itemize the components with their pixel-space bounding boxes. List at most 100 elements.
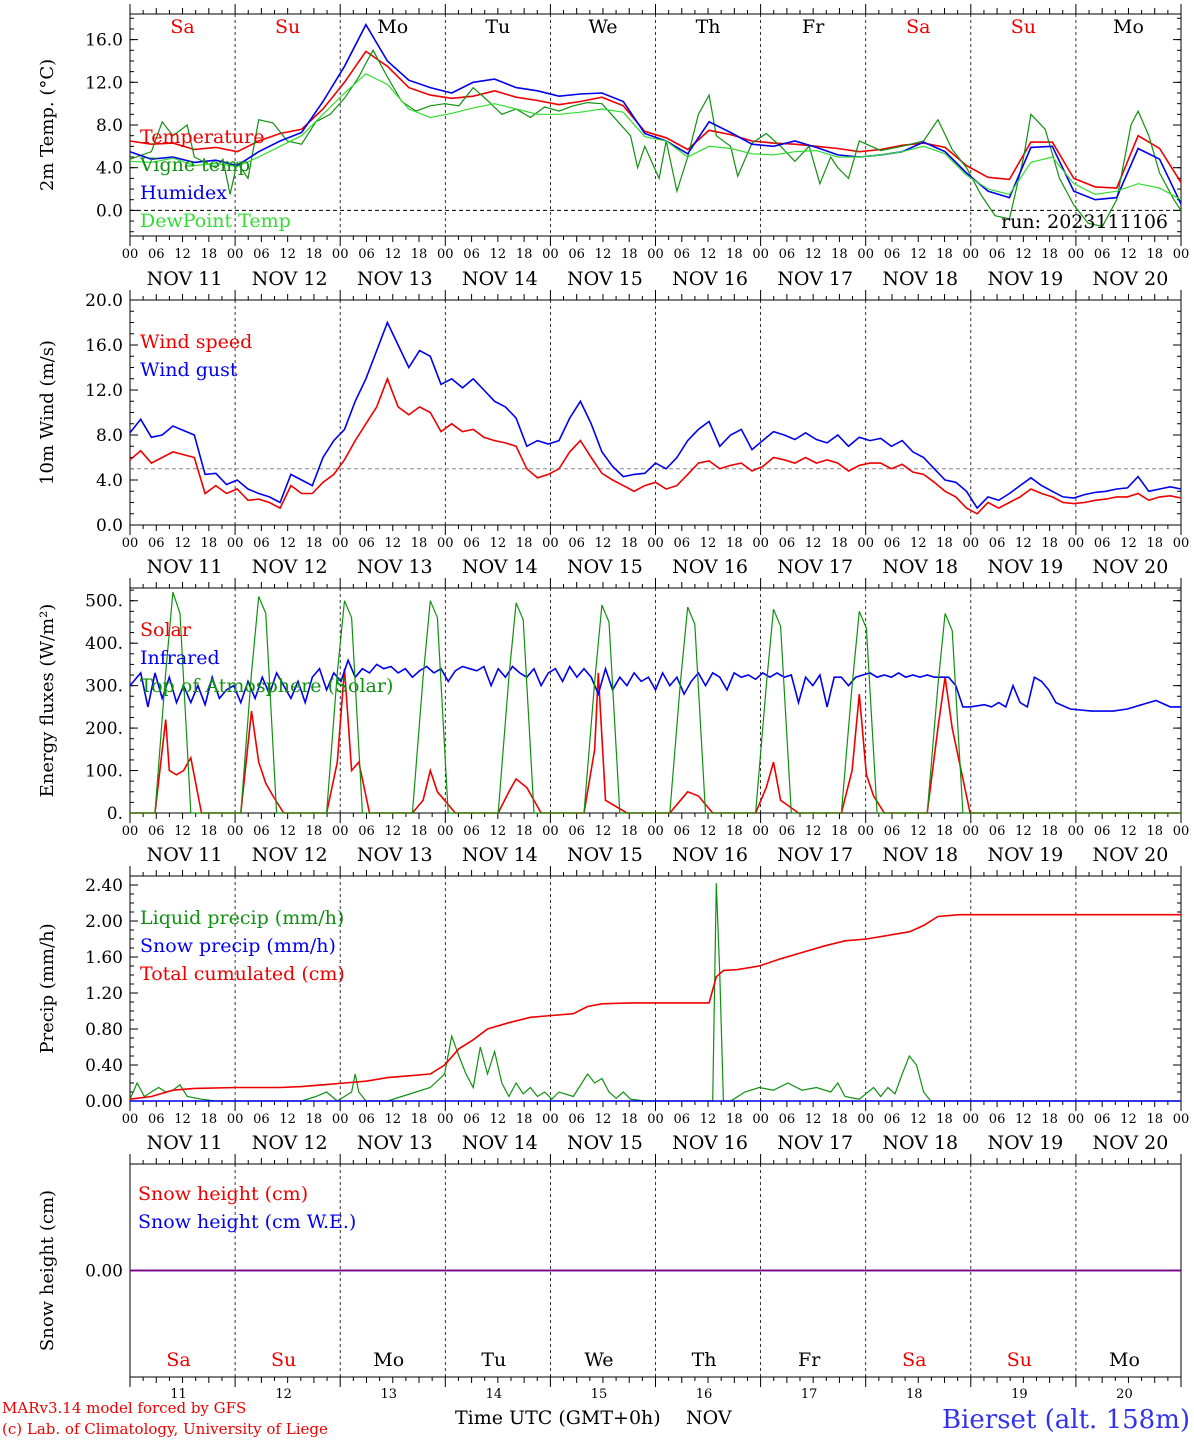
date-tick-label: NOV 19 [987, 268, 1063, 290]
hour-tick-label: 00 [752, 824, 769, 839]
date-tick-label: NOV 13 [357, 556, 433, 578]
weekday-label: We [584, 1349, 613, 1371]
date-tick-label: NOV 11 [147, 844, 223, 866]
hour-tick-label: 06 [989, 824, 1006, 839]
hour-tick-label: 06 [1094, 1112, 1111, 1127]
hour-tick-label: 06 [884, 1112, 901, 1127]
hour-tick-label: 18 [726, 536, 743, 551]
hour-tick-label: 18 [516, 1112, 533, 1127]
date-tick-label: NOV 20 [1093, 1132, 1169, 1154]
hour-tick-label: 00 [542, 824, 559, 839]
hour-tick-label: 18 [201, 536, 218, 551]
date-tick-label: NOV 13 [357, 844, 433, 866]
hour-tick-label: 12 [910, 824, 927, 839]
hour-tick-label: 00 [332, 824, 349, 839]
series-line-1 [129, 883, 1181, 1102]
date-tick-label: NOV 13 [357, 1132, 433, 1154]
hour-tick-label: 12 [1120, 824, 1137, 839]
date-tick-label: NOV 18 [882, 844, 958, 866]
hour-tick-label: 00 [857, 247, 874, 262]
legend-entry: Wind gust [140, 359, 238, 381]
y-tick-label: 200. [85, 719, 123, 739]
hour-tick-label: 18 [1146, 824, 1163, 839]
hour-tick-label: 12 [490, 536, 507, 551]
panel-precip: 00 06 12 18 NOV 11 00 06 12 18 NOV 12 00 06 12 18 NOV … [37, 866, 1189, 1154]
hour-tick-label: 12 [700, 824, 717, 839]
weekday-label: Sa [166, 1349, 190, 1371]
date-tick-label: NOV 19 [987, 556, 1063, 578]
legend-entry: Top of Atmosphere (Solar) [140, 675, 393, 697]
hour-tick-label: 00 [437, 824, 454, 839]
hour-tick-label: 06 [989, 536, 1006, 551]
legend-entry: DewPoint Temp [140, 210, 291, 232]
hour-tick-label: 00 [1173, 247, 1190, 262]
weekday-label: Tu [481, 1349, 506, 1371]
day-number-label: 16 [696, 1387, 713, 1402]
hour-tick-label: 12 [595, 824, 612, 839]
hour-tick-label: 18 [936, 536, 953, 551]
hour-tick-label: 18 [1041, 536, 1058, 551]
date-tick-label: NOV 15 [567, 844, 643, 866]
date-tick-label: NOV 19 [987, 1132, 1063, 1154]
hour-tick-label: 00 [857, 824, 874, 839]
day-number-label: 14 [486, 1387, 503, 1402]
hour-tick-label: 18 [411, 536, 428, 551]
hour-tick-label: 06 [358, 536, 375, 551]
date-tick-label: NOV 18 [882, 556, 958, 578]
hour-tick-label: 06 [674, 536, 691, 551]
hour-tick-label: 00 [1068, 824, 1085, 839]
hour-tick-label: 00 [1068, 1112, 1085, 1127]
hour-tick-label: 12 [700, 1112, 717, 1127]
y-tick-label: 100. [85, 762, 123, 782]
hour-tick-label: 00 [542, 1112, 559, 1127]
footer: MARv3.14 model forced by GFS (c) Lab. of… [2, 1399, 1190, 1438]
hour-tick-label: 18 [306, 536, 323, 551]
hour-tick-label: 00 [647, 824, 664, 839]
hour-tick-label: 12 [805, 536, 822, 551]
hour-tick-label: 00 [963, 1112, 980, 1127]
day-number-label: 17 [801, 1387, 818, 1402]
hour-tick-label: 18 [1041, 1112, 1058, 1127]
hour-tick-label: 06 [674, 247, 691, 262]
hour-tick-label: 12 [1120, 247, 1137, 262]
series-line-3 [129, 23, 1182, 205]
hour-tick-label: 12 [490, 247, 507, 262]
date-tick-label: NOV 17 [777, 1132, 853, 1154]
date-tick-label: NOV 20 [1093, 844, 1169, 866]
date-tick-label: NOV 12 [252, 844, 328, 866]
date-tick-label: NOV 18 [882, 268, 958, 290]
hour-tick-label: 12 [1015, 536, 1032, 551]
weekday-label: Su [271, 1349, 296, 1371]
hour-tick-label: 18 [516, 247, 533, 262]
hour-tick-label: 00 [857, 536, 874, 551]
date-tick-label: NOV 11 [147, 556, 223, 578]
footer-station: Bierset (alt. 158m) [942, 1405, 1190, 1435]
hour-tick-label: 00 [122, 247, 139, 262]
legend-entry: Snow precip (mm/h) [140, 935, 336, 957]
hour-tick-label: 18 [831, 1112, 848, 1127]
hour-tick-label: 06 [148, 824, 165, 839]
weekday-label: Su [275, 16, 300, 38]
y-tick-label: 12.0 [85, 73, 123, 93]
date-tick-label: NOV 16 [672, 268, 748, 290]
date-tick-label: NOV 14 [462, 1132, 538, 1154]
hour-tick-label: 18 [936, 247, 953, 262]
plot-frame [129, 587, 1182, 814]
y-tick-label: 500. [85, 592, 123, 612]
hour-tick-label: 06 [463, 247, 480, 262]
hour-tick-label: 00 [647, 536, 664, 551]
day-number-label: 12 [275, 1387, 292, 1402]
hour-tick-label: 18 [411, 1112, 428, 1127]
y-axis-label: Energy fluxes (W/m²) [37, 604, 58, 798]
date-tick-label: NOV 12 [252, 268, 328, 290]
y-tick-label: 20.0 [85, 291, 123, 311]
hour-tick-label: 00 [227, 247, 244, 262]
hour-tick-label: 18 [621, 536, 638, 551]
hour-tick-label: 00 [963, 824, 980, 839]
date-tick-label: NOV 15 [567, 268, 643, 290]
footer-model-line: MARv3.14 model forced by GFS [2, 1399, 246, 1417]
y-tick-label: 0.80 [85, 1020, 123, 1040]
series-line-2 [129, 320, 1182, 510]
hour-tick-label: 06 [779, 536, 796, 551]
